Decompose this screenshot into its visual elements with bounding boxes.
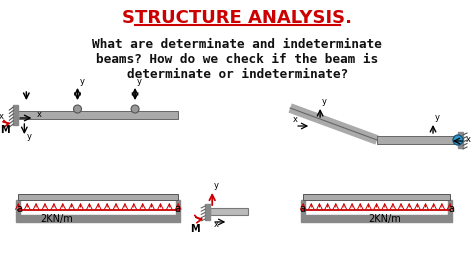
Bar xyxy=(16,200,20,215)
Text: M: M xyxy=(0,125,10,135)
Bar xyxy=(210,208,248,215)
Text: y: y xyxy=(435,113,440,122)
Bar xyxy=(18,111,178,119)
Circle shape xyxy=(453,135,463,145)
Text: y: y xyxy=(80,77,84,86)
Bar xyxy=(18,194,178,200)
Bar xyxy=(301,215,452,222)
Text: a: a xyxy=(299,204,305,214)
Text: y: y xyxy=(214,181,219,190)
Circle shape xyxy=(131,105,139,113)
Text: y: y xyxy=(322,97,327,106)
Bar xyxy=(377,136,458,144)
Circle shape xyxy=(73,105,82,113)
Bar xyxy=(176,200,180,215)
Text: y: y xyxy=(27,132,31,141)
Bar xyxy=(301,200,305,215)
Text: What are determinate and indeterminate: What are determinate and indeterminate xyxy=(92,38,382,51)
Text: beams? How do we check if the beam is: beams? How do we check if the beam is xyxy=(96,53,378,65)
Text: x: x xyxy=(466,135,471,144)
Bar xyxy=(13,105,18,125)
Text: a: a xyxy=(448,204,454,214)
Bar xyxy=(16,215,180,222)
Text: STRUCTURE ANALYSIS.: STRUCTURE ANALYSIS. xyxy=(122,9,352,27)
Text: M: M xyxy=(190,224,200,234)
Bar xyxy=(303,194,450,200)
Text: 2KN/m: 2KN/m xyxy=(368,214,401,224)
Text: a: a xyxy=(174,204,180,214)
Text: x: x xyxy=(293,115,298,124)
Text: determinate or indeterminate?: determinate or indeterminate? xyxy=(127,68,348,81)
Text: y: y xyxy=(137,77,142,86)
Text: 2KN/m: 2KN/m xyxy=(40,214,73,224)
Text: x: x xyxy=(36,110,41,119)
Bar xyxy=(458,132,463,148)
Text: a: a xyxy=(16,204,22,214)
Text: x: x xyxy=(0,112,3,121)
Bar xyxy=(448,200,452,215)
Text: x: x xyxy=(214,220,219,229)
Bar xyxy=(205,204,210,220)
